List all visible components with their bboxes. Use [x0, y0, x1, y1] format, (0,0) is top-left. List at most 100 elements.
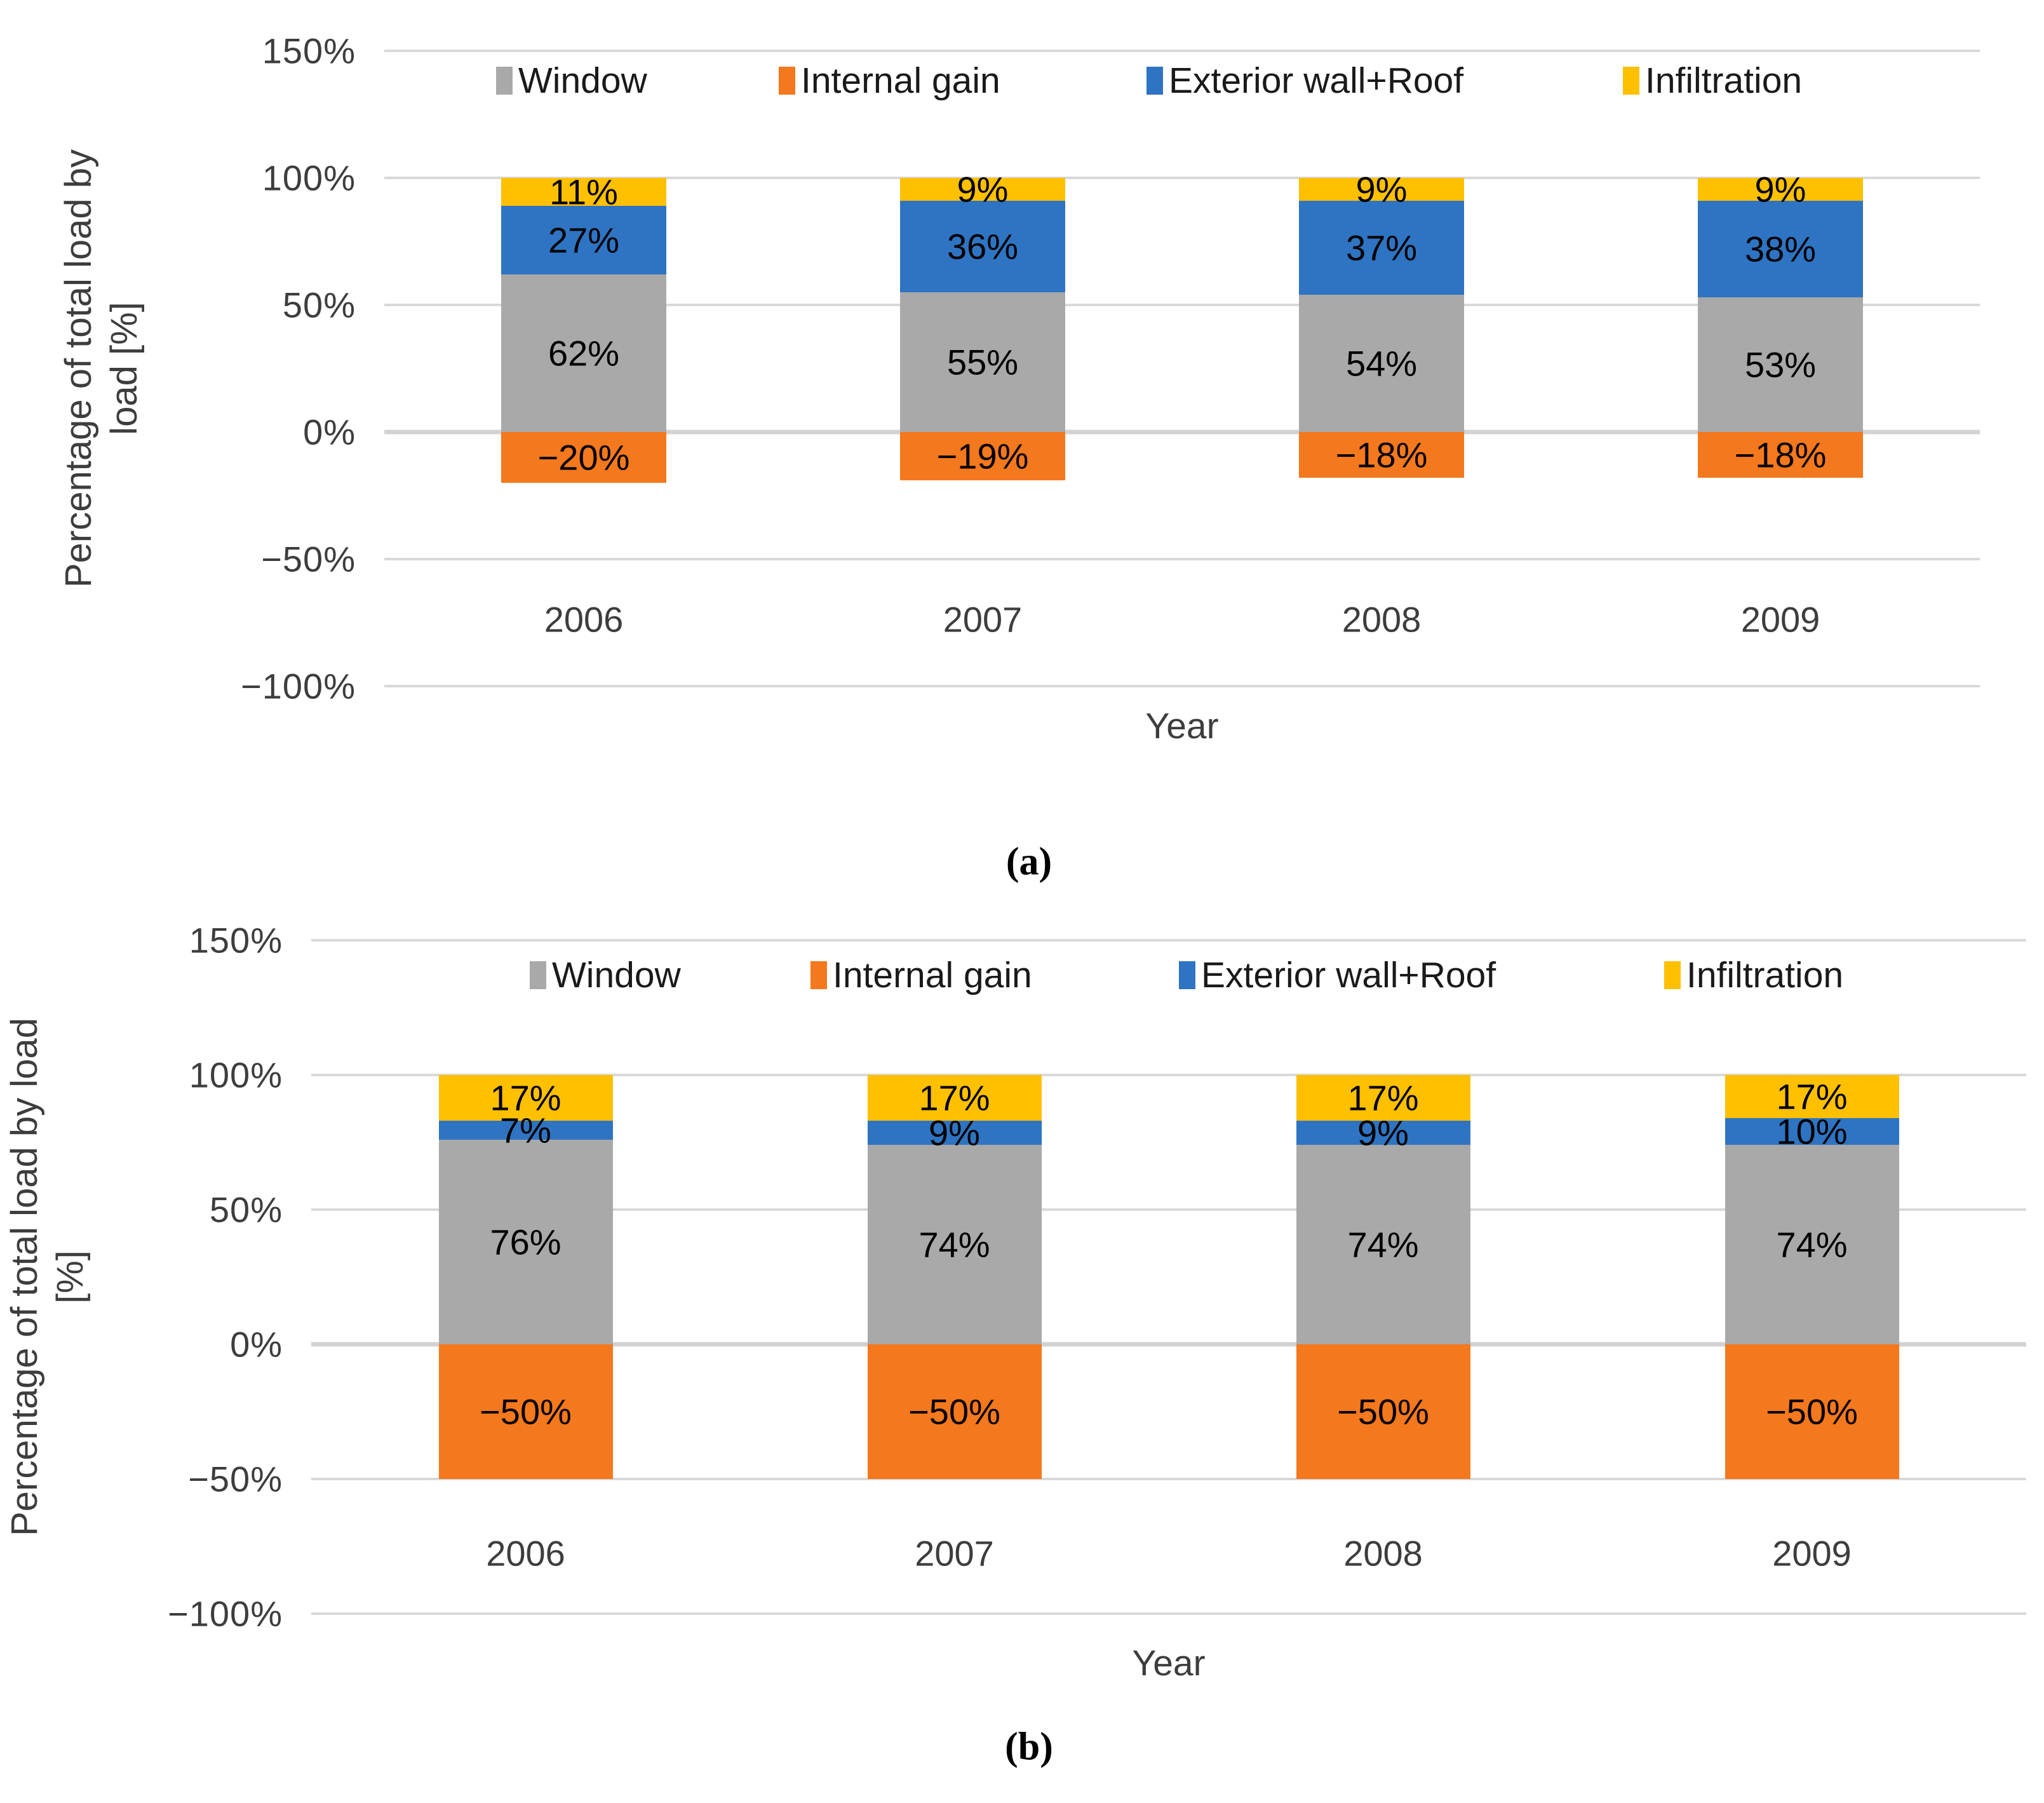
- bar-segment-window: [1296, 1145, 1470, 1344]
- bar-segment-internal-gain: [1299, 432, 1464, 478]
- legend-label: Infiltration: [1645, 60, 1803, 101]
- bar-value-label: 17%: [490, 1077, 561, 1118]
- bar-value-label: 62%: [548, 333, 620, 374]
- bar-segment-window: [1299, 295, 1464, 432]
- bar-value-label: 38%: [1744, 229, 1817, 269]
- bar-segment-window: [438, 1139, 613, 1344]
- bar-segment-internal-gain: [1698, 432, 1863, 478]
- y-tick-label: 100%: [189, 1055, 283, 1095]
- bar-segment-infiltration: [1299, 178, 1464, 201]
- legend-item-infiltration: Infiltration: [1664, 954, 1843, 996]
- bar-segment-window: [501, 274, 666, 432]
- bar-segment-exterior-wall-roof: [501, 206, 666, 274]
- y-tick-label: −100%: [241, 666, 356, 706]
- legend-label: Internal gain: [833, 955, 1032, 996]
- y-tick-label: −100%: [168, 1593, 283, 1634]
- bar-segment-exterior-wall-roof: [1299, 201, 1464, 295]
- bar-value-label: −19%: [936, 436, 1029, 476]
- legend-swatch-icon: [530, 961, 546, 989]
- bar-segment-exterior-wall-roof: [438, 1121, 613, 1140]
- bar-value-label: 9%: [957, 169, 1009, 210]
- legend-label: Infiltration: [1686, 955, 1844, 996]
- legend-item-internal-gain: Internal gain: [779, 60, 1000, 102]
- bar-value-label: 17%: [1347, 1077, 1419, 1118]
- y-tick-label: 0%: [303, 412, 356, 452]
- x-tick-label: 2009: [1740, 599, 1820, 640]
- legend-label: Internal gain: [801, 60, 1000, 101]
- gridline-100: [384, 177, 1980, 179]
- bar-value-label: 17%: [918, 1077, 990, 1118]
- bar-segment-infiltration: [1698, 178, 1863, 201]
- y-axis-title: Percentage of total load by load [%]: [56, 149, 147, 588]
- bar-value-label: 11%: [549, 172, 618, 212]
- bar-value-label: 74%: [918, 1224, 990, 1265]
- gridline--100: [311, 1612, 2026, 1615]
- bar-value-label: 74%: [1776, 1224, 1848, 1265]
- bar-value-label: 17%: [1776, 1076, 1848, 1117]
- caption-b: (b): [1005, 1725, 1053, 1769]
- legend-label: Exterior wall+Roof: [1201, 955, 1496, 996]
- caption-a: (a): [1005, 840, 1052, 884]
- legend-swatch-icon: [496, 67, 513, 95]
- gridline-0: [311, 1342, 2026, 1347]
- legend-item-window: Window: [496, 60, 647, 102]
- bar-value-label: 10%: [1776, 1111, 1848, 1152]
- legend-swatch-icon: [779, 67, 795, 95]
- gridline-100: [311, 1074, 2026, 1076]
- x-axis-title: Year: [1132, 1643, 1206, 1684]
- gridline-50: [311, 1208, 2026, 1211]
- y-tick-label: 0%: [230, 1324, 283, 1365]
- legend-item-exterior-wall-roof: Exterior wall+Roof: [1146, 60, 1463, 102]
- gridline--100: [384, 685, 1980, 687]
- bar-segment-internal-gain: [501, 432, 666, 483]
- legend-item-window: Window: [530, 954, 681, 996]
- bar-value-label: −18%: [1734, 435, 1827, 475]
- legend-item-exterior-wall-roof: Exterior wall+Roof: [1179, 954, 1496, 996]
- bar-value-label: 27%: [548, 220, 620, 260]
- bar-value-label: −50%: [908, 1391, 1000, 1432]
- gridline--50: [384, 558, 1980, 560]
- bar-segment-window: [867, 1145, 1042, 1344]
- legend-label: Window: [552, 955, 681, 996]
- x-tick-label: 2008: [1343, 1533, 1423, 1574]
- legend-item-internal-gain: Internal gain: [810, 954, 1032, 996]
- y-tick-label: −50%: [261, 539, 356, 579]
- x-axis-title: Year: [1145, 706, 1219, 746]
- bar-value-label: −50%: [1766, 1391, 1858, 1432]
- x-tick-label: 2006: [544, 599, 624, 640]
- y-axis-title-line1: Percentage of total load by: [58, 149, 99, 588]
- bar-segment-infiltration: [867, 1075, 1042, 1121]
- bar-segment-exterior-wall-roof: [1698, 201, 1863, 297]
- bar-segment-infiltration: [1725, 1075, 1899, 1118]
- bar-value-label: −20%: [537, 437, 630, 478]
- y-tick-label: 150%: [189, 920, 283, 961]
- bar-segment-exterior-wall-roof: [1296, 1121, 1470, 1145]
- y-axis-title-line2: load [%]: [104, 302, 145, 435]
- bar-segment-internal-gain: [438, 1344, 613, 1479]
- bar-value-label: −50%: [480, 1391, 572, 1432]
- legend-label: Window: [518, 60, 647, 101]
- bar-segment-infiltration: [438, 1075, 613, 1121]
- bar-value-label: 76%: [490, 1222, 561, 1262]
- legend-swatch-icon: [1146, 67, 1163, 95]
- gridline-0: [384, 429, 1980, 435]
- bar-segment-internal-gain: [1725, 1344, 1899, 1479]
- bar-value-label: 7%: [500, 1110, 551, 1151]
- bar-segment-internal-gain: [1296, 1344, 1470, 1479]
- bar-segment-window: [900, 292, 1065, 432]
- y-tick-label: 150%: [262, 30, 356, 71]
- bar-value-label: −18%: [1335, 435, 1428, 475]
- x-tick-label: 2007: [943, 599, 1023, 640]
- bar-segment-exterior-wall-roof: [1725, 1118, 1899, 1145]
- x-tick-label: 2007: [915, 1533, 994, 1574]
- x-tick-label: 2008: [1341, 599, 1422, 640]
- bar-segment-exterior-wall-roof: [900, 201, 1065, 292]
- bar-value-label: 37%: [1345, 227, 1418, 268]
- bar-value-label: −50%: [1337, 1391, 1429, 1432]
- y-tick-label: 100%: [262, 158, 356, 198]
- bar-segment-infiltration: [1296, 1075, 1470, 1121]
- x-tick-label: 2009: [1772, 1533, 1852, 1574]
- bar-value-label: 9%: [1357, 1112, 1409, 1153]
- bar-segment-infiltration: [900, 178, 1065, 201]
